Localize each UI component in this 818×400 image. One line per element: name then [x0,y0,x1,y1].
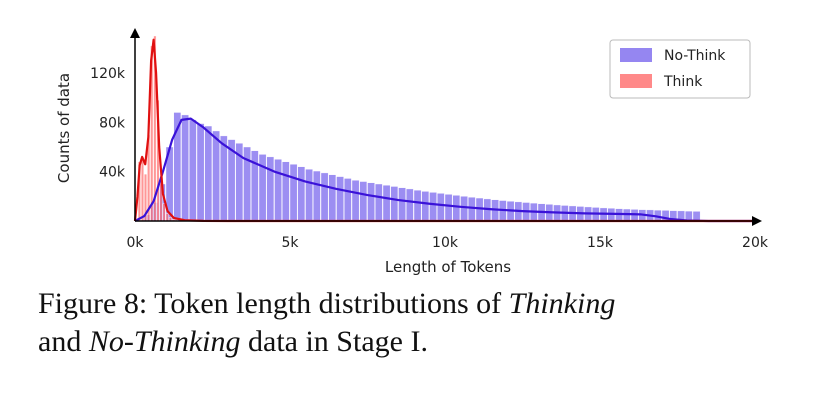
y-tick-label: 40k [99,165,126,181]
caption-label: Figure 8: Token length distributions of [38,287,502,320]
no-think-bar [359,181,368,222]
no-think-bar [328,174,337,222]
axes [130,28,762,226]
no-think-bar [204,125,213,222]
legend-swatch-no-think [620,48,652,62]
no-think-bar [382,185,391,222]
no-think-bar [437,193,445,222]
no-think-bar [344,178,352,222]
no-think-bar [282,161,290,222]
no-think-bar [692,211,701,222]
think-bar [165,213,169,222]
no-think-bar [266,156,275,222]
x-tick-label: 0k [126,235,144,251]
y-tick-labels: 40k 80k 120k [90,66,126,181]
caption-end: data in Stage I. [248,325,428,358]
x-axis-arrow [752,216,762,226]
caption-and: and [38,325,82,358]
legend: No-Think Think [609,39,751,99]
no-think-bar [313,170,321,222]
think-bar [162,203,166,222]
y-tick-label: 80k [99,115,126,131]
x-tick-label: 15k [587,235,614,251]
no-think-bar [320,172,329,222]
no-think-bar [452,195,461,222]
no-think-bar [413,189,422,222]
y-axis-label: Counts of data [55,73,73,183]
no-think-bar [189,119,197,222]
x-tick-label: 10k [432,235,459,251]
x-axis-label: Length of Tokens [385,258,511,276]
no-think-bar [429,192,437,222]
x-tick-label: 5k [281,235,299,251]
y-axis-arrow [130,28,140,38]
no-think-bar [460,196,468,222]
no-think-bar [196,123,205,222]
legend-swatch-think [620,74,652,88]
no-think-bar [375,183,383,222]
no-think-bar [305,168,313,222]
figure-caption: Figure 8: Token length distributions of … [38,285,808,361]
no-think-bar [406,188,414,222]
x-tick-label: 20k [742,235,769,251]
no-think-bar [421,191,430,222]
no-think-bar [181,114,189,222]
no-think-bar [351,180,360,222]
no-think-bar [212,130,220,222]
no-think-bar [220,135,228,222]
no-think-bar [289,164,298,222]
no-think-bar [297,166,306,222]
no-think-bar [390,186,399,222]
no-think-bar [468,196,476,222]
caption-term-no-thinking: No-Thinking [88,325,241,358]
caption-term-thinking: Thinking [508,287,616,320]
no-think-density-curve [134,117,755,223]
think-bar [140,156,144,222]
no-think-bar [274,159,282,222]
no-think-bar [398,187,406,222]
no-think-histogram [142,112,701,222]
think-histogram [134,35,179,222]
legend-label-no-think: No-Think [664,48,726,64]
chart: 0k 5k 10k 15k 20k 40k 80k 120k Length of Token… [55,28,769,276]
x-tick-labels: 0k 5k 10k 15k 20k [126,235,768,251]
no-think-bar [367,182,375,222]
no-think-bar [444,194,453,222]
y-tick-label: 120k [90,66,126,82]
no-think-bar [336,176,344,222]
legend-label-think: Think [663,74,703,90]
